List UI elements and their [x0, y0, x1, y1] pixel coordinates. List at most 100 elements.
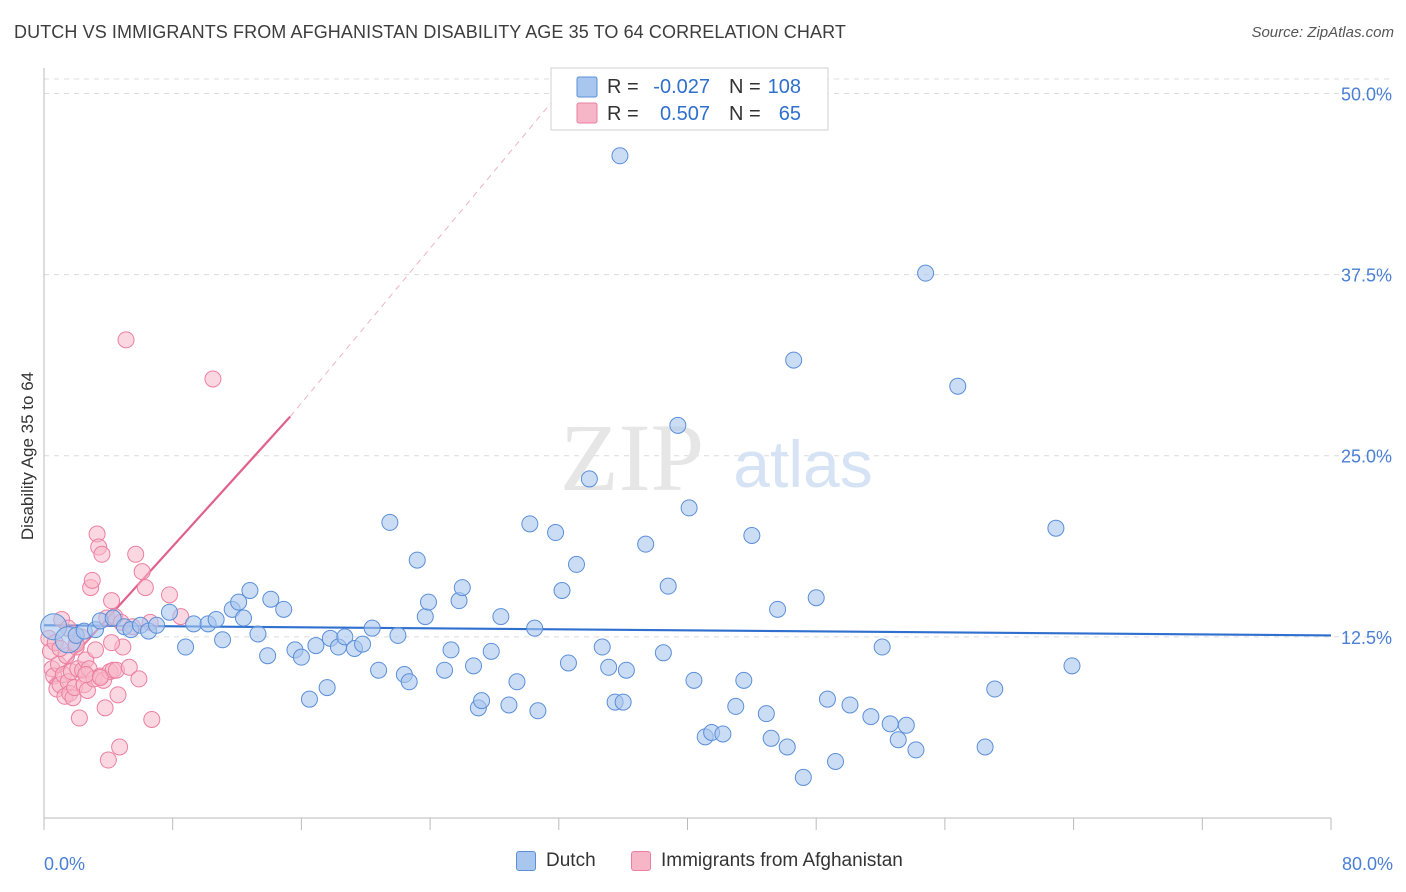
dutch-point [482, 642, 500, 660]
series-legend: Dutch Immigrants from Afghanistan [0, 850, 1406, 880]
ticks-layer: 12.5% 25.0% 37.5% 50.0% 0.0% 80.0% [44, 84, 1393, 874]
afghan-point [136, 579, 154, 597]
legend-afghan-swatch [576, 102, 598, 124]
dutch-point [593, 638, 611, 656]
legend-item-afghan[interactable]: Immigrants from Afghanistan [631, 850, 903, 872]
dutch-point [389, 626, 407, 644]
dutch-point [318, 679, 336, 697]
afghan-point [120, 658, 138, 676]
legend-afghan-r-value: 0.507 [660, 103, 710, 125]
axes-layer [43, 68, 1332, 830]
dutch-point [416, 608, 434, 626]
dutch-point [669, 416, 687, 434]
afghan-point [91, 668, 109, 686]
x-tick-label-max: 80.0% [1342, 854, 1393, 874]
dutch-point [907, 741, 925, 759]
y-tick-label: 12.5% [1341, 628, 1392, 648]
afghan-point [86, 641, 104, 659]
dutch-point [785, 351, 803, 369]
afghan-point [103, 592, 121, 610]
dutch-point [794, 768, 812, 786]
afghan-point [96, 699, 114, 717]
afghan-points [40, 331, 222, 769]
dutch-point [529, 702, 547, 720]
dutch-point [727, 697, 745, 715]
dutch-point [680, 499, 698, 517]
dutch-point [241, 582, 259, 600]
dutch-point [659, 577, 677, 595]
legend-swatch-afghan [631, 851, 651, 871]
dutch-point [526, 619, 544, 637]
y-tick-label: 37.5% [1341, 266, 1392, 286]
dutch-point [827, 752, 845, 770]
watermark: ZIP atlas [560, 404, 873, 511]
dutch-point [559, 654, 577, 672]
dutch-point [757, 705, 775, 723]
dutch-point [778, 738, 796, 756]
afghan-point [70, 709, 88, 727]
afghan-point [130, 670, 148, 688]
dutch-point [917, 264, 935, 282]
dutch-point [214, 631, 232, 649]
source-credit: Source: ZipAtlas.com [1251, 24, 1394, 41]
legend-item-dutch[interactable]: Dutch [516, 850, 596, 872]
dutch-point [436, 661, 454, 679]
dutch-point [453, 579, 471, 597]
legend-swatch-dutch [516, 851, 536, 871]
dutch-point [637, 535, 655, 553]
legend-dutch-n-value: 108 [768, 76, 801, 98]
dutch-point [442, 641, 460, 659]
afghan-point [111, 738, 129, 756]
dutch-point [354, 635, 372, 653]
y-tick-label: 50.0% [1341, 84, 1392, 104]
dutch-point [336, 628, 354, 646]
dutch-point [259, 647, 277, 665]
dutch-points [40, 147, 1081, 786]
legend-dutch-n-label: N = [729, 76, 761, 98]
dutch-point [600, 658, 618, 676]
legend-label-dutch: Dutch [546, 850, 596, 871]
dutch-point [508, 673, 526, 691]
dutch-point [1047, 519, 1065, 537]
dutch-point [207, 610, 225, 628]
dutch-point [654, 644, 672, 662]
dutch-point [897, 716, 915, 734]
dutch-point [292, 648, 310, 666]
dutch-point [841, 696, 859, 714]
dutch-point [473, 692, 491, 710]
dutch-point [148, 616, 166, 634]
chart-title: DUTCH VS IMMIGRANTS FROM AFGHANISTAN DIS… [14, 22, 846, 42]
afghan-point [83, 571, 101, 589]
dutch-point [177, 638, 195, 656]
dutch-point [521, 515, 539, 533]
dutch-point [862, 708, 880, 726]
afghan-point [93, 545, 111, 563]
legend-afghan-n-label: N = [729, 103, 761, 125]
dutch-point [873, 638, 891, 656]
dutch-point [685, 671, 703, 689]
legend-afghan-r-label: R = [607, 103, 639, 125]
dutch-point [185, 615, 203, 633]
dutch-point [735, 671, 753, 689]
dutch-point [881, 715, 899, 733]
dutch-point [769, 600, 787, 618]
afghan-point [133, 563, 151, 581]
dutch-point [419, 593, 437, 611]
dutch-point [381, 513, 399, 531]
dutch-point [160, 603, 178, 621]
dutch-point [230, 593, 248, 611]
dutch-point [611, 147, 629, 165]
dutch-point [249, 625, 267, 643]
dutch-point [547, 524, 565, 542]
afghan-point [160, 586, 178, 604]
dutch-point [408, 551, 426, 569]
afghan-point [117, 331, 135, 349]
dutch-point [743, 526, 761, 544]
afghan-point [109, 686, 127, 704]
dutch-point [262, 590, 280, 608]
legend-afghan-n-value: 65 [779, 103, 801, 125]
dutch-point [567, 555, 585, 573]
dutch-trend-line [43, 624, 1332, 637]
afghan-point [99, 751, 117, 769]
